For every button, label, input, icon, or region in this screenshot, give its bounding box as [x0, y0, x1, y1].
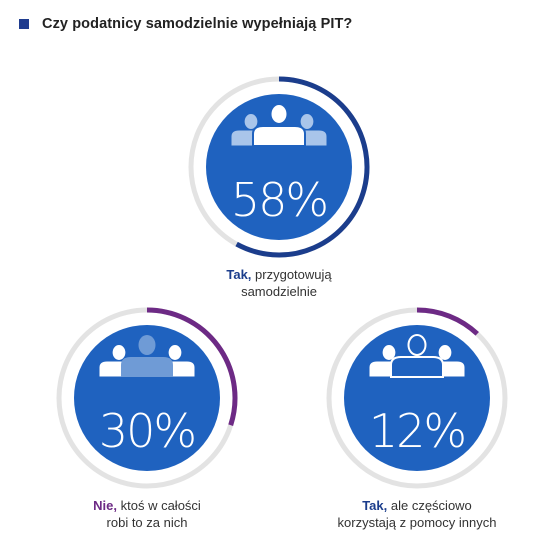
caption-bold: Tak, [362, 498, 388, 513]
people-icon [231, 103, 327, 147]
caption-tak-samodzielnie: Tak, przygotowują samodzielnie [179, 266, 379, 300]
stat-nie-za-nich: 30% Nie, ktoś w całości robi to za nich [47, 305, 247, 531]
donut-value-arc [235, 76, 370, 258]
caption-tak-z-pomoca: Tak, ale częściowo korzystają z pomocy i… [317, 497, 517, 531]
chart-header: Czy podatnicy samodzielnie wypełniają PI… [19, 16, 352, 32]
person-center-icon [390, 334, 444, 378]
person-center-icon [252, 103, 306, 147]
caption-line2: robi to za nich [106, 515, 188, 530]
donut-chart-58: 58% [188, 76, 370, 258]
donut-value-arc [416, 307, 479, 336]
chart-title: Czy podatnicy samodzielnie wypełniają PI… [42, 16, 353, 32]
person-center-icon [121, 335, 173, 377]
caption-rest: ktoś w całości [117, 498, 201, 513]
people-icon [369, 334, 465, 378]
caption-rest: ale częściowo [387, 498, 472, 513]
people-icon [99, 335, 195, 377]
percent-label: 58% [231, 173, 327, 227]
stat-tak-samodzielnie: 58% Tak, przygotowują samodzielnie [179, 74, 379, 300]
percent-label: 12% [369, 404, 465, 458]
title-bullet-icon [19, 19, 29, 29]
percent-label: 30% [99, 404, 195, 458]
donut-chart-30: 30% [56, 307, 238, 489]
donut-chart-12: 12% [326, 307, 508, 489]
caption-bold: Nie, [93, 498, 118, 513]
caption-bold: Tak, [226, 267, 252, 282]
caption-rest: przygotowują [251, 267, 332, 282]
caption-line2: samodzielnie [241, 284, 317, 299]
caption-line2: korzystają z pomocy innych [337, 515, 497, 530]
caption-nie-za-nich: Nie, ktoś w całości robi to za nich [47, 497, 247, 531]
donut-value-arc [146, 307, 238, 426]
stat-tak-z-pomoca: 12% Tak, ale częściowo korzystają z pomo… [317, 305, 517, 531]
